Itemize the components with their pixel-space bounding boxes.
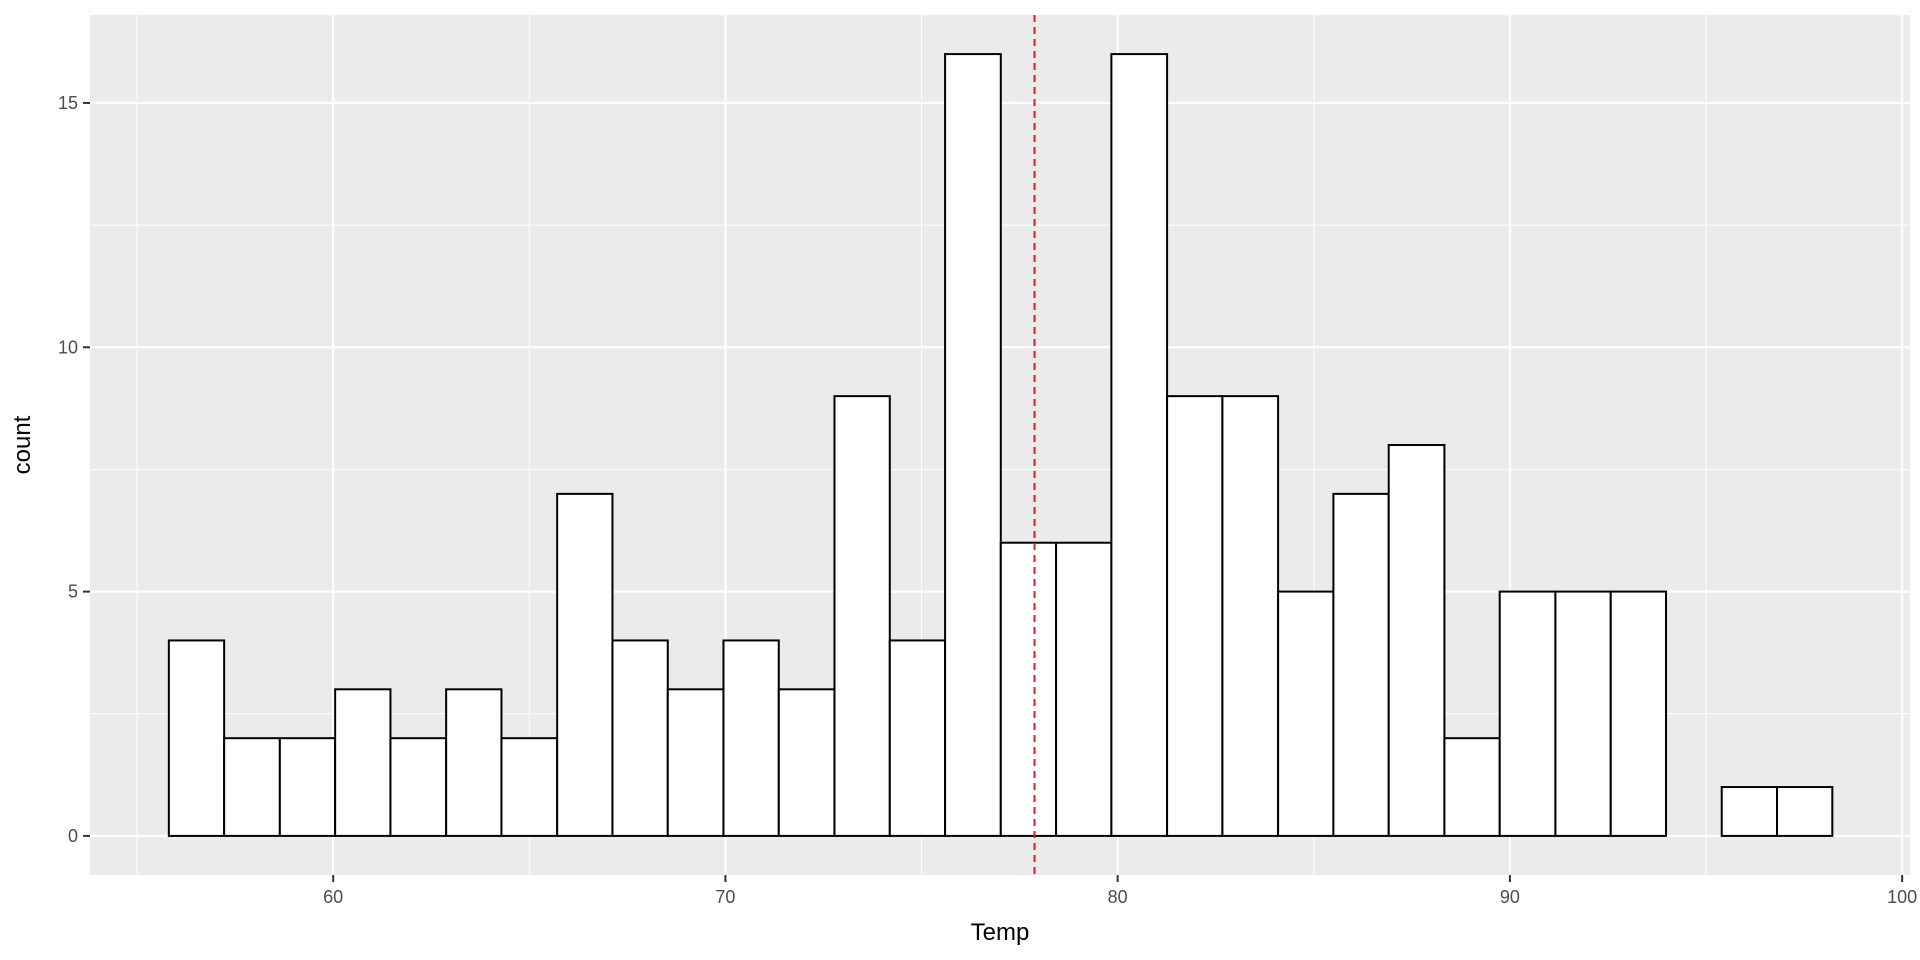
histogram-bar — [1166, 395, 1224, 837]
x-axis: 60 70 80 90 100 — [323, 875, 1917, 907]
histogram-bar — [1443, 737, 1501, 837]
histogram-bar — [611, 639, 669, 837]
histogram-bar — [278, 737, 337, 837]
histogram-bar — [445, 688, 503, 837]
histogram-bar — [389, 737, 448, 837]
histogram-bar — [334, 688, 392, 837]
x-tick-label: 90 — [1500, 887, 1520, 907]
histogram-bar — [1055, 541, 1113, 837]
histogram-bar — [1498, 590, 1557, 837]
histogram-bar — [1776, 786, 1834, 837]
histogram-bar — [1720, 786, 1779, 837]
histogram-bar — [223, 737, 281, 837]
histogram-bar — [722, 639, 780, 837]
x-axis-title: Temp — [971, 919, 1030, 946]
x-tick-label: 80 — [1108, 887, 1128, 907]
histogram-bar — [1554, 590, 1612, 837]
y-axis: 0 5 10 15 — [58, 93, 90, 846]
y-tick-label: 5 — [68, 582, 78, 602]
y-tick-label: 0 — [68, 826, 78, 846]
histogram-bar — [999, 541, 1058, 837]
histogram-bar — [1609, 590, 1668, 837]
histogram-bar — [1221, 395, 1280, 837]
y-axis-title: count — [9, 415, 36, 474]
y-tick-label: 10 — [58, 337, 78, 357]
histogram-bar — [167, 639, 226, 837]
y-tick-label: 15 — [58, 93, 78, 113]
histogram-bar — [1332, 492, 1390, 837]
histogram-bars — [167, 53, 1834, 837]
x-tick-label: 60 — [323, 887, 343, 907]
histogram-bar — [833, 395, 891, 837]
x-tick-label: 100 — [1887, 887, 1917, 907]
histogram-bar — [1110, 53, 1169, 837]
histogram-bar — [944, 53, 1002, 837]
histogram-bar — [1387, 444, 1446, 837]
histogram-bar — [1277, 590, 1335, 837]
histogram-bar — [500, 737, 559, 837]
histogram-bar — [777, 688, 836, 837]
x-tick-label: 70 — [715, 887, 735, 907]
histogram-bar — [556, 492, 614, 837]
histogram-bar — [888, 639, 947, 837]
histogram-bar — [666, 688, 725, 837]
